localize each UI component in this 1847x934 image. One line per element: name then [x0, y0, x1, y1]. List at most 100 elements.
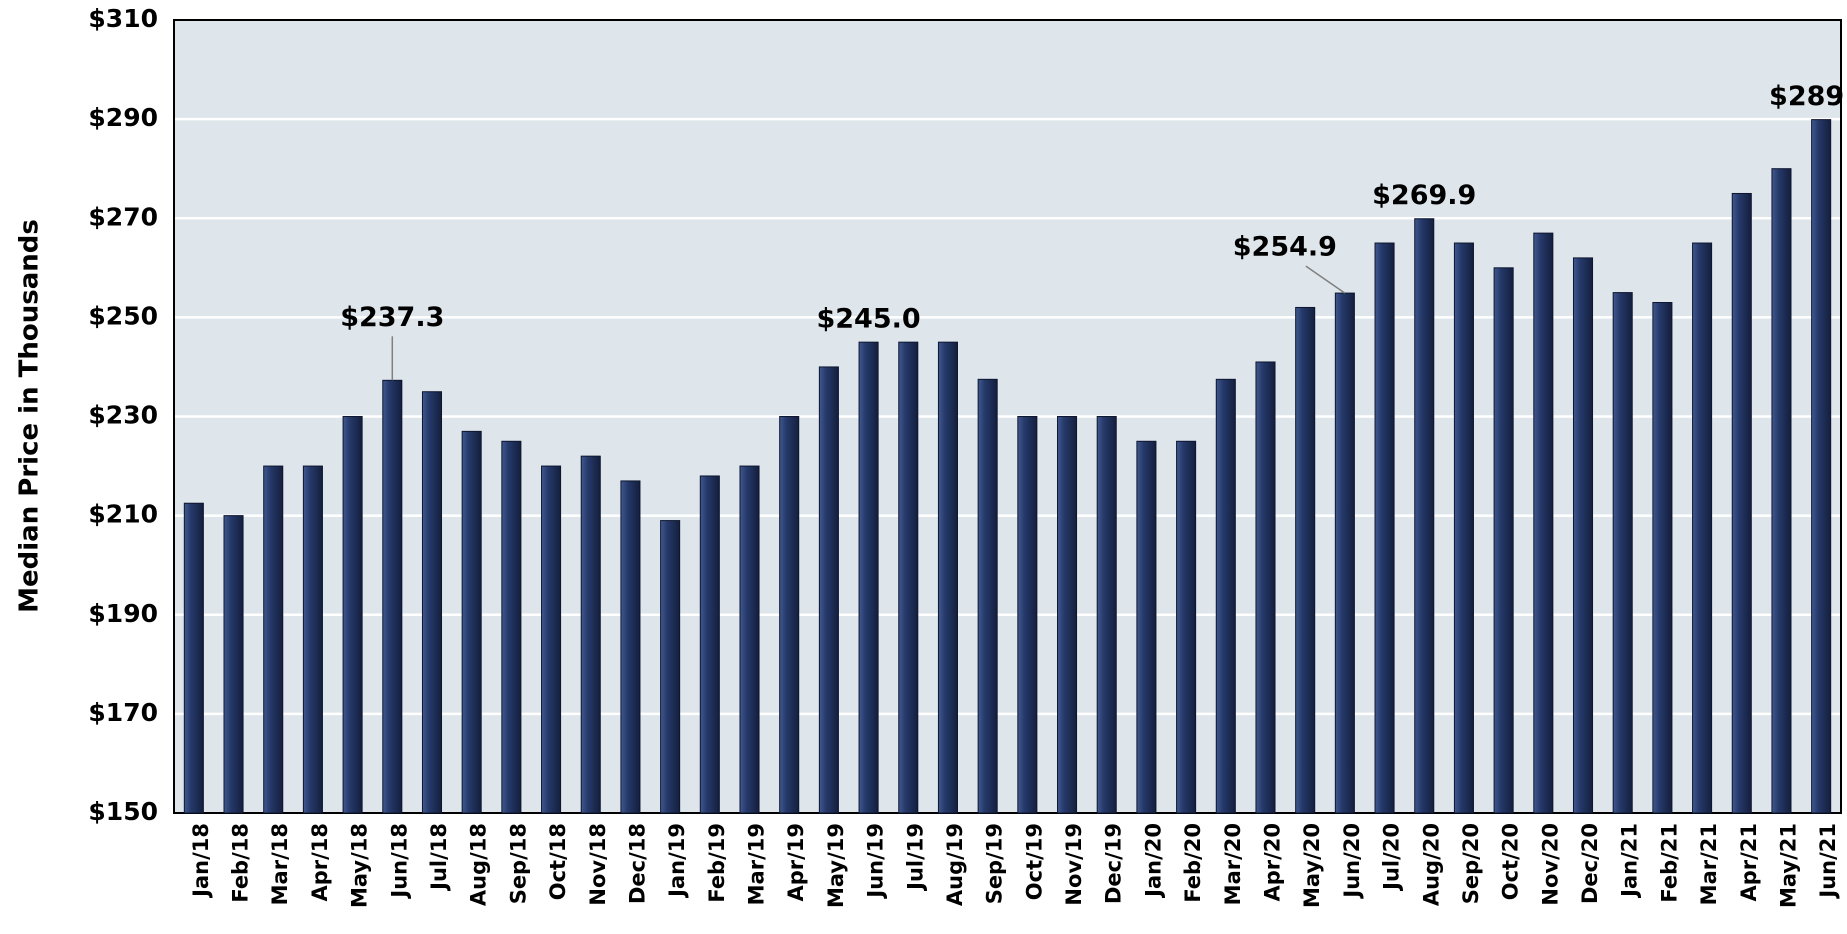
x-tick-label: Apr/21 — [1737, 823, 1761, 902]
bar — [779, 416, 800, 814]
bar — [1533, 232, 1554, 814]
bar — [1096, 416, 1117, 814]
bar — [1136, 440, 1157, 814]
bar — [620, 480, 641, 814]
bar — [937, 341, 958, 814]
x-tick-label: Jan/19 — [665, 823, 689, 899]
value-label: $254.9 — [1233, 232, 1337, 263]
x-tick-label: May/21 — [1776, 823, 1800, 908]
bar — [1692, 242, 1713, 814]
bar — [1176, 440, 1197, 814]
y-tick-label: $170 — [88, 698, 158, 727]
bar — [1652, 302, 1673, 814]
y-tick-label: $310 — [88, 4, 158, 33]
y-tick-label: $230 — [88, 401, 158, 430]
bar — [699, 475, 720, 814]
bar — [858, 341, 879, 814]
x-tick-label: Dec/19 — [1102, 823, 1126, 904]
y-tick-label: $190 — [88, 599, 158, 628]
bar — [977, 378, 998, 814]
bar — [739, 465, 760, 814]
x-tick-label: Oct/18 — [546, 823, 570, 900]
x-tick-label: Sep/18 — [506, 823, 530, 904]
x-tick-label: Dec/18 — [625, 823, 649, 904]
bar — [541, 465, 562, 814]
x-tick-label: Sep/20 — [1459, 823, 1483, 904]
bar — [1295, 306, 1316, 814]
x-tick-label: Aug/18 — [467, 823, 491, 906]
x-tick-label: Jan/18 — [189, 823, 213, 899]
bar — [1215, 378, 1236, 814]
y-axis-label: Median Price in Thousands — [15, 219, 45, 613]
x-tick-label: Jul/20 — [1380, 823, 1404, 892]
bar — [382, 379, 403, 814]
bar — [818, 366, 839, 814]
x-tick-label: Jul/19 — [903, 823, 927, 892]
y-tick-label: $150 — [88, 797, 158, 826]
leader-line — [1305, 265, 1346, 294]
bar — [461, 430, 482, 814]
y-tick-label: $210 — [88, 500, 158, 529]
bar — [302, 465, 323, 814]
bar — [1612, 292, 1633, 814]
value-label: $289.9 — [1769, 81, 1847, 112]
bar — [1453, 242, 1474, 814]
bar — [1493, 267, 1514, 814]
y-tick-label: $290 — [88, 103, 158, 132]
x-tick-label: Nov/20 — [1538, 823, 1562, 906]
bar — [1414, 218, 1435, 814]
x-tick-label: Oct/19 — [1022, 823, 1046, 900]
x-tick-label: May/19 — [824, 823, 848, 908]
bar — [223, 515, 244, 814]
bar — [1572, 257, 1594, 814]
bar — [421, 391, 443, 814]
x-tick-label: Oct/20 — [1499, 823, 1523, 900]
bar — [263, 465, 284, 814]
bar — [1255, 361, 1276, 814]
x-tick-label: Apr/20 — [1260, 823, 1284, 902]
bar — [1771, 168, 1792, 814]
x-tick-label: Jun/19 — [864, 823, 888, 900]
x-tick-label: Nov/19 — [1062, 823, 1086, 906]
x-tick-label: Dec/20 — [1578, 823, 1602, 904]
x-tick-label: Nov/18 — [586, 823, 610, 906]
bar — [1731, 192, 1752, 814]
x-tick-label: Feb/20 — [1181, 823, 1205, 903]
x-tick-label: Feb/19 — [705, 823, 729, 903]
bar — [1374, 242, 1395, 814]
bar — [1017, 416, 1038, 814]
bar — [898, 341, 919, 814]
x-tick-label: Apr/18 — [308, 823, 332, 902]
x-tick-label: Feb/21 — [1657, 823, 1681, 903]
x-tick-label: Aug/20 — [1419, 823, 1443, 906]
x-tick-label: Jun/18 — [387, 823, 411, 900]
x-tick-label: Jun/20 — [1340, 823, 1364, 900]
bar — [660, 520, 681, 814]
value-label: $269.9 — [1372, 180, 1476, 211]
x-tick-label: May/20 — [1300, 823, 1324, 908]
x-tick-label: May/18 — [348, 823, 372, 908]
x-tick-label: Apr/19 — [784, 823, 808, 902]
value-label: $245.0 — [816, 304, 920, 335]
bar — [183, 502, 204, 814]
value-label: $237.3 — [340, 302, 444, 333]
bar — [1811, 119, 1832, 814]
x-tick-label: Mar/19 — [745, 823, 769, 905]
bar — [580, 455, 601, 814]
x-tick-label: Mar/18 — [268, 823, 292, 905]
x-tick-label: Jan/21 — [1618, 823, 1642, 899]
bar — [342, 416, 363, 814]
x-tick-label: Aug/19 — [943, 823, 967, 906]
y-tick-label: $250 — [88, 301, 158, 330]
x-tick-label: Sep/19 — [983, 823, 1007, 904]
x-tick-label: Mar/21 — [1697, 823, 1721, 905]
x-tick-label: Jul/18 — [427, 823, 451, 892]
x-tick-label: Mar/20 — [1221, 823, 1245, 905]
x-tick-label: Feb/18 — [229, 823, 253, 903]
x-tick-label: Jan/20 — [1141, 823, 1165, 899]
bar — [1057, 416, 1078, 814]
bar — [1334, 292, 1355, 814]
bar — [501, 440, 522, 814]
y-tick-label: $270 — [88, 202, 158, 231]
